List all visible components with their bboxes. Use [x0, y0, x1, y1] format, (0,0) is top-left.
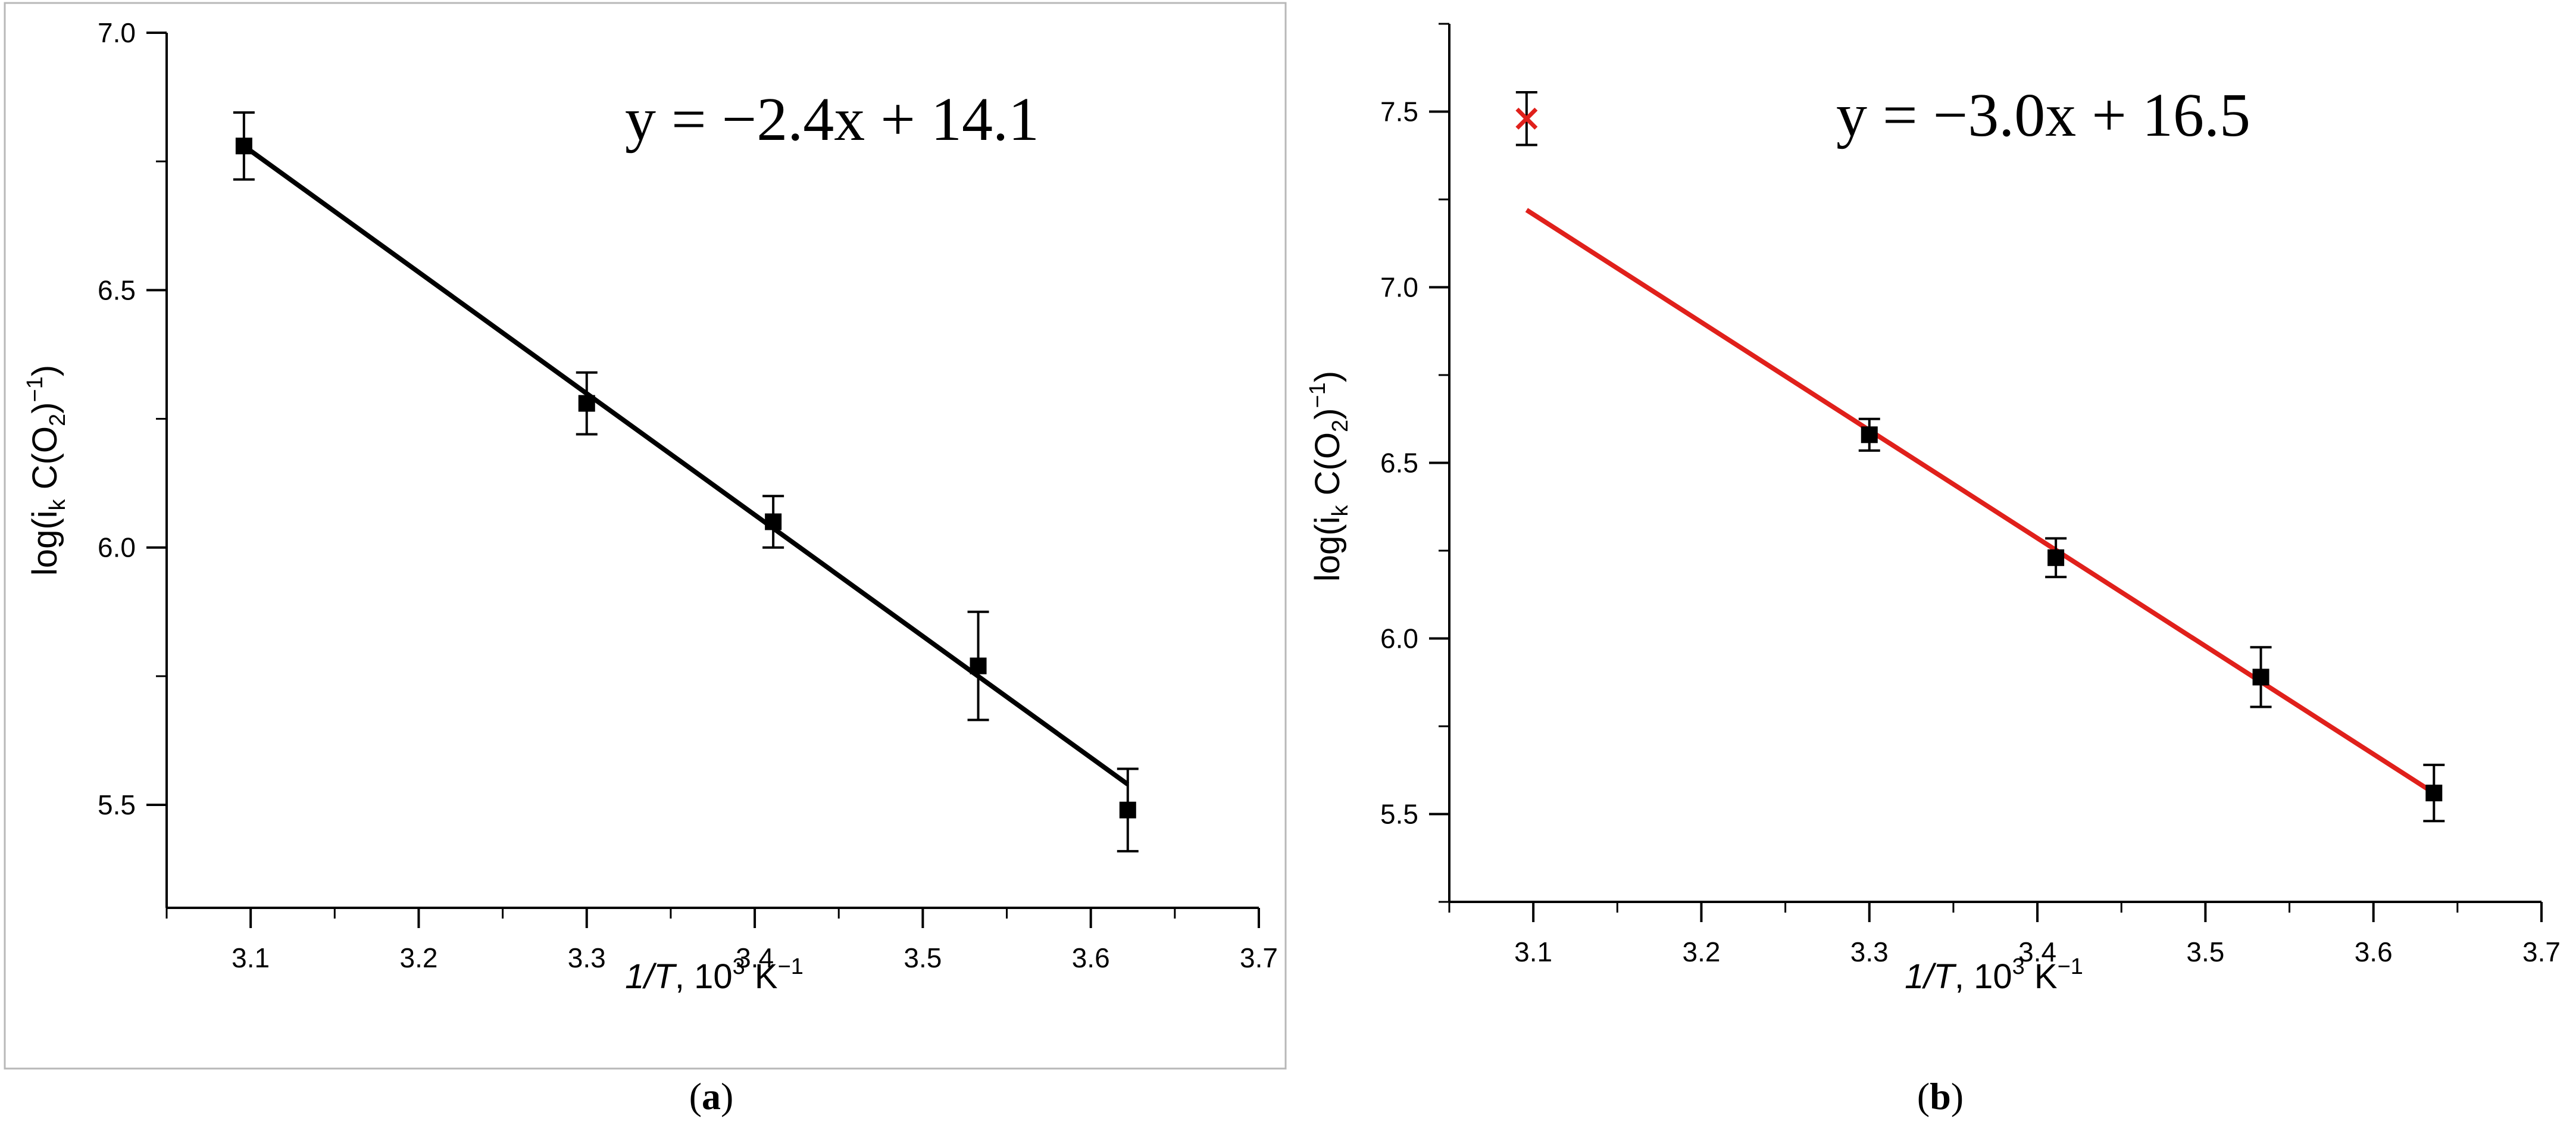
panel-a-y-axis-label-sub: k — [45, 498, 70, 510]
panel-a-y-tick-label: 7.0 — [98, 17, 136, 48]
panel-b-y-axis-label: log(ik C(O2)−1) — [1305, 371, 1353, 582]
panel-b-y-axis-label-text: ) — [1308, 408, 1347, 420]
caption-a-close: ) — [721, 1075, 734, 1117]
panel-a-x-tick-label: 3.3 — [568, 942, 606, 973]
panel-a-x-axis-label: 1/T, 103 K−1 — [625, 954, 804, 996]
panel-b-x-tick-label: 3.3 — [1850, 936, 1889, 967]
panel-b-y-axis-label-text: C(O — [1308, 432, 1347, 505]
caption-a: (a) — [652, 1075, 771, 1119]
panel-a-x-axis-label-unit: K — [745, 957, 778, 996]
caption-b-open: ( — [1917, 1075, 1930, 1117]
panel-b-x-axis-label: 1/T, 103 K−1 — [1905, 954, 2083, 996]
panel-b-x-axis-label-unit-sup: −1 — [2058, 954, 2083, 979]
panel-a-data-point — [1119, 801, 1136, 819]
panel-a-y-axis-label-sub: 2 — [45, 414, 70, 426]
panel-b: 3.1 3.2 3.3 3.4 3.5 3.6 3.7 5.5 6.0 6.5 7.0 7.5 y = … — [1305, 23, 2561, 996]
panel-a-x-tick-label: 3.6 — [1072, 942, 1110, 973]
panel-b-data-point — [1861, 426, 1878, 443]
panel-a: 3.1 3.2 3.3 3.4 3.5 3.6 3.7 5.5 6.0 6.5 7.0 y = −2.… — [4, 2, 1287, 1070]
panel-b-y-tick-label: 6.0 — [1380, 623, 1418, 654]
panel-a-y-axis-label-text: ) — [26, 365, 64, 376]
panel-a-x-axis-label-text: , 10 — [675, 957, 733, 996]
panel-b-x-axis-label-text: , 10 — [1955, 957, 2012, 996]
panel-b-y-tick-label: 6.5 — [1380, 448, 1418, 479]
panel-a-y-axis-label-text: C(O — [26, 426, 64, 499]
panel-a-y-axis-label-sup: −1 — [23, 376, 48, 402]
panel-a-y-axis-label-text: log(i — [26, 510, 64, 576]
panel-a-x-tick-label: 3.4 — [736, 942, 774, 973]
panel-b-x-tick-label: 3.4 — [2018, 936, 2056, 967]
panel-b-y-axis-label-text: log(i — [1308, 516, 1347, 582]
caption-b-letter: b — [1930, 1075, 1951, 1117]
panel-b-data-point — [2425, 785, 2443, 802]
panel-a-y-tick-label: 6.0 — [98, 532, 136, 563]
panel-b-data-point — [2047, 549, 2065, 566]
panel-a-data-point — [970, 657, 987, 674]
panel-b-y-tick-label: 5.5 — [1380, 799, 1418, 830]
panel-a-x-axis-label-var: 1/T — [625, 957, 677, 996]
panel-a-x-tick-label: 3.7 — [1240, 942, 1278, 973]
panel-a-data-point — [235, 138, 252, 155]
panel-a-data-point — [578, 395, 595, 412]
caption-b-close: ) — [1950, 1075, 1964, 1117]
panel-b-x-tick-label: 3.6 — [2355, 936, 2393, 967]
panel-b-equation: y = −3.0x + 16.5 — [1836, 81, 2250, 149]
panel-b-x-tick-label: 3.2 — [1682, 936, 1720, 967]
panel-b-y-axis-label-text: ) — [1308, 371, 1347, 382]
panel-b-y-tick-label: 7.0 — [1380, 272, 1418, 303]
panel-b-outlier-marker — [1515, 107, 1538, 130]
panel-a-data-point — [765, 513, 782, 530]
panel-b-x-tick-label: 3.7 — [2522, 936, 2561, 967]
panel-a-frame — [4, 2, 1287, 1070]
caption-a-letter: a — [702, 1075, 721, 1117]
panel-a-y-tick-label: 6.5 — [98, 274, 136, 305]
panel-b-fit-line — [1525, 208, 2436, 795]
panel-b-x-axis-label-unit: K — [2025, 957, 2058, 996]
panel-b-x-tick-label: 3.5 — [2186, 936, 2224, 967]
panel-b-x-axis-label-sup: 3 — [2012, 954, 2025, 979]
panel-b-x-axis-label-var: 1/T — [1905, 957, 1956, 996]
panel-b-y-axis-label-sub: 2 — [1328, 420, 1353, 432]
panel-b-y-axis-label-sub: k — [1328, 504, 1353, 516]
panel-a-y-tick-label: 5.5 — [98, 789, 136, 820]
panel-a-x-axis-label-sup: 3 — [733, 954, 745, 979]
panel-a-y-axis-label: log(ik C(O2)−1) — [23, 365, 70, 576]
panel-a-x-tick-label: 3.5 — [904, 942, 942, 973]
panel-a-y-axis-label-text: ) — [26, 402, 64, 414]
panel-a-x-tick-label: 3.2 — [399, 942, 437, 973]
caption-b: (b) — [1881, 1075, 2000, 1119]
panel-b-x-tick-label: 3.1 — [1514, 936, 1552, 967]
panel-a-fit-line — [242, 143, 1130, 786]
panel-a-x-tick-label: 3.1 — [232, 942, 270, 973]
caption-a-open: ( — [689, 1075, 702, 1117]
panel-a-equation: y = −2.4x + 14.1 — [625, 85, 1039, 154]
panel-b-y-axis-label-sup: −1 — [1305, 382, 1330, 408]
panel-b-y-tick-label: 7.5 — [1380, 96, 1418, 127]
panel-a-x-axis-label-unit-sup: −1 — [778, 954, 804, 979]
panel-b-data-point — [2252, 669, 2269, 686]
